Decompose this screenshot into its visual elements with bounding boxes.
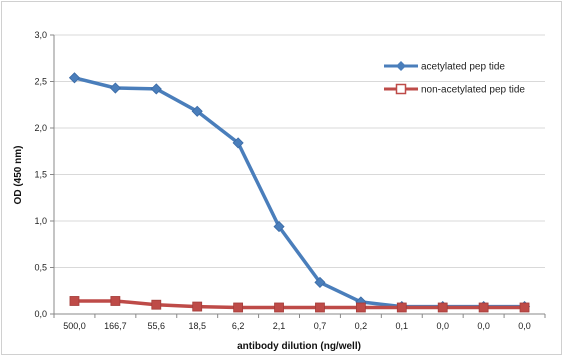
data-point [68, 72, 81, 84]
data-point [192, 301, 203, 312]
data-point [396, 302, 407, 313]
x-tick-labels: 500,0 166,7 55,6 18,5 6,2 2,1 0,7 0,2 0,1 0,0 0,0 0… [63, 321, 531, 331]
data-point [274, 302, 284, 313]
x-tick-label: 18,5 [188, 321, 206, 331]
data-point [150, 83, 162, 95]
gridlines [54, 34, 545, 268]
data-point [315, 302, 325, 313]
series-line-2 [74, 299, 525, 310]
y-tick-label: 3,0 [34, 30, 47, 40]
data-point [69, 296, 80, 306]
x-tick-label: 55,6 [148, 321, 166, 331]
legend-marker [396, 61, 406, 71]
legend-label: non-acetylated pep tide [421, 85, 525, 96]
y-tick-label: 2,5 [34, 77, 47, 87]
x-tick-label: 0,0 [477, 321, 490, 331]
data-point [355, 302, 366, 313]
x-tick-label: 0,2 [355, 321, 368, 331]
data-point [151, 299, 162, 310]
x-tick-label: 0,1 [396, 321, 409, 331]
x-tick-label: 500,0 [63, 321, 86, 331]
data-point [232, 137, 244, 149]
data-point [233, 302, 244, 313]
x-axis-label: antibody dilution (ng/well) [237, 341, 361, 352]
data-point [110, 296, 121, 306]
legend-marker [395, 83, 407, 95]
series [68, 72, 531, 313]
data-point [314, 276, 326, 288]
x-tick-label: 6,2 [232, 321, 245, 331]
series-line-1 [74, 76, 525, 309]
y-tick-labels: 0,0 0,5 1,0 1,5 2,0 2,5 3,0 [34, 30, 47, 319]
data-point [478, 302, 489, 313]
data-point [437, 302, 448, 313]
data-point [109, 82, 121, 94]
y-tick-label: 1,0 [34, 216, 47, 226]
data-point [191, 105, 203, 117]
y-axis-label: OD (450 nm) [13, 146, 24, 205]
y-tick-label: 1,5 [34, 170, 47, 180]
y-tick-label: 0,0 [34, 309, 47, 319]
data-point [273, 221, 285, 233]
legend-label: acetylated pep tide [421, 62, 505, 73]
x-tick-label: 0,0 [436, 321, 449, 331]
y-tick-label: 0,5 [34, 263, 47, 273]
y-tick-label: 2,0 [34, 123, 47, 133]
x-tick-label: 166,7 [104, 321, 127, 331]
x-tick-label: 2,1 [273, 321, 286, 331]
legend: acetylated pep tide non-acetylated pep ti… [384, 61, 525, 96]
axes [50, 34, 546, 318]
x-tick-label: 0,0 [518, 321, 531, 331]
x-tick-label: 0,7 [314, 321, 327, 331]
data-point [519, 302, 530, 313]
